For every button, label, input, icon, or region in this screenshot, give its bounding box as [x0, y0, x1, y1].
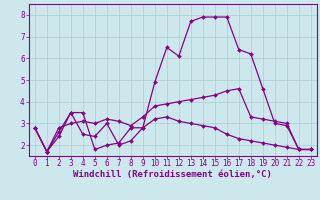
X-axis label: Windchill (Refroidissement éolien,°C): Windchill (Refroidissement éolien,°C) [73, 170, 272, 179]
